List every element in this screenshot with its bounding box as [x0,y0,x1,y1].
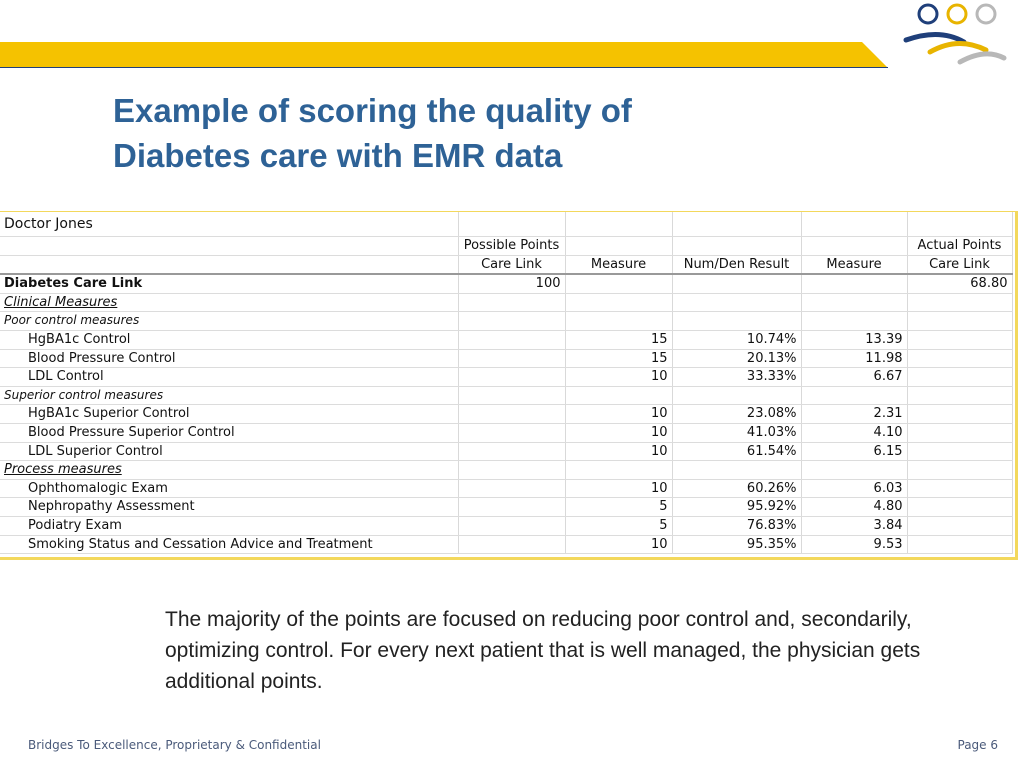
measure-points: 15 [565,349,673,369]
scoring-table: Doctor Jones Possible Points Actual Poin… [0,211,1018,560]
num-den-result: 20.13% [672,349,802,369]
table-section-row: Superior control measures [0,386,1013,406]
num-den-result: 61.54% [672,442,802,462]
header-care-link-possible: Care Link [458,255,566,276]
measure-score: 2.31 [801,404,908,424]
num-den-result: 95.35% [672,535,802,555]
explanation-text: The majority of the points are focused o… [165,608,921,693]
measure-points: 10 [565,423,673,443]
header-num-den-result: Num/Den Result [672,255,802,276]
measure-score: 3.84 [801,516,908,536]
measure-label: HgBA1c Superior Control [0,404,459,424]
table-row: Blood Pressure Control 15 20.13% 11.98 [0,349,1013,369]
header-band [0,42,888,68]
measure-label: Blood Pressure Control [0,349,459,369]
score-table: Doctor Jones Possible Points Actual Poin… [0,212,1013,555]
measure-points: 10 [565,479,673,499]
measure-score: 6.67 [801,367,908,387]
section-label: Clinical Measures [0,293,459,313]
table-row: HgBA1c Superior Control 10 23.08% 2.31 [0,404,1013,424]
header-actual-points: Actual Points [907,236,1013,256]
num-den-result: 76.83% [672,516,802,536]
table-row: Blood Pressure Superior Control 10 41.03% 4… [0,423,1013,443]
num-den-result: 23.08% [672,404,802,424]
measure-points: 15 [565,330,673,350]
num-den-result: 10.74% [672,330,802,350]
table-section-row: Process measures [0,460,1013,480]
measure-score: 4.10 [801,423,908,443]
measure-points: 5 [565,497,673,517]
measure-label: Smoking Status and Cessation Advice and … [0,535,459,555]
measure-score: 13.39 [801,330,908,350]
measure-points: 10 [565,367,673,387]
num-den-result: 95.92% [672,497,802,517]
title-line-2: Diabetes care with EMR data [113,137,563,174]
table-row: Smoking Status and Cessation Advice and … [0,535,1013,555]
table-row: Ophthomalogic Exam 10 60.26% 6.03 [0,479,1013,499]
measure-score: 9.53 [801,535,908,555]
footer-confidentiality: Bridges To Excellence, Proprietary & Con… [28,738,321,752]
page-title: Example of scoring the quality of Diabet… [113,88,632,178]
measure-points: 10 [565,535,673,555]
summary-label: Diabetes Care Link [0,274,459,294]
measure-points: 5 [565,516,673,536]
measure-label: HgBA1c Control [0,330,459,350]
measure-label: Nephropathy Assessment [0,497,459,517]
measure-score: 11.98 [801,349,908,369]
measure-points: 10 [565,442,673,462]
header-measure-score: Measure [801,255,908,276]
section-label: Process measures [0,460,459,480]
num-den-result: 41.03% [672,423,802,443]
subsection-label: Superior control measures [0,386,459,406]
table-section-row: Clinical Measures [0,293,1013,313]
table-row: HgBA1c Control 15 10.74% 13.39 [0,330,1013,350]
title-line-1: Example of scoring the quality of [113,92,632,129]
measure-label: Ophthomalogic Exam [0,479,459,499]
measure-label: LDL Control [0,367,459,387]
measure-score: 6.15 [801,442,908,462]
table-row: LDL Control 10 33.33% 6.67 [0,367,1013,387]
bridges-logo-icon [900,0,1010,70]
subsection-label: Poor control measures [0,311,459,331]
summary-actual-points: 68.80 [907,274,1013,294]
table-row: Podiatry Exam 5 76.83% 3.84 [0,516,1013,536]
doctor-name: Doctor Jones [0,212,459,237]
num-den-result: 60.26% [672,479,802,499]
page-number: Page 6 [957,738,999,752]
header-possible-points: Possible Points [458,236,566,256]
measure-label: LDL Superior Control [0,442,459,462]
summary-possible-points: 100 [458,274,566,294]
table-row: LDL Superior Control 10 61.54% 6.15 [0,442,1013,462]
measure-label: Blood Pressure Superior Control [0,423,459,443]
measure-points: 10 [565,404,673,424]
measure-score: 6.03 [801,479,908,499]
header-measure: Measure [565,255,673,276]
table-section-row: Poor control measures [0,311,1013,331]
table-row: Nephropathy Assessment 5 95.92% 4.80 [0,497,1013,517]
measure-label: Podiatry Exam [0,516,459,536]
header-care-link-actual: Care Link [907,255,1013,276]
num-den-result: 33.33% [672,367,802,387]
measure-score: 4.80 [801,497,908,517]
